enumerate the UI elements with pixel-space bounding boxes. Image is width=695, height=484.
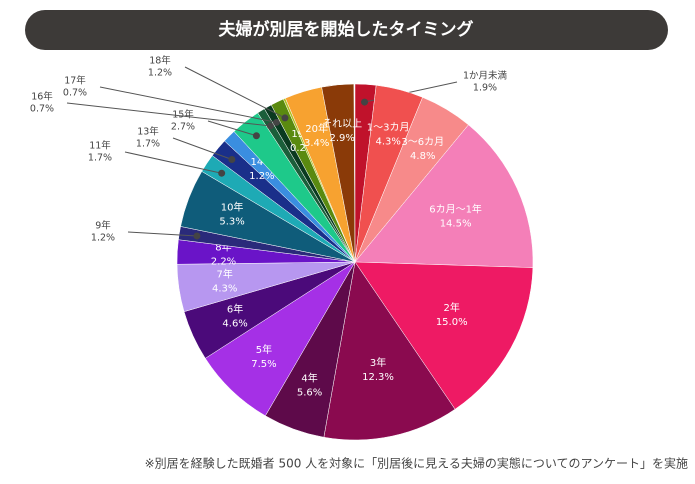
leader-dot	[281, 114, 289, 122]
chart-title: 夫婦が別居を開始したタイミング	[219, 19, 474, 40]
slice-label: 2年	[444, 301, 460, 314]
slice-label: 6カ月～1年	[429, 203, 482, 216]
value-label: 2.7%	[171, 122, 195, 133]
value-label: 12.3%	[362, 372, 394, 383]
value-label: 0.2%	[290, 143, 315, 154]
value-label: 1.2%	[148, 68, 172, 79]
pie-slice	[321, 83, 356, 263]
slice-label: 3年	[370, 356, 386, 369]
leader-line	[172, 137, 233, 160]
leader-dot	[361, 98, 369, 106]
value-label: 4.3%	[212, 283, 237, 294]
slice-label: 7年	[217, 267, 233, 280]
value-label: 4.6%	[222, 319, 247, 330]
slice-label: 10年	[221, 201, 244, 214]
value-label: 2.2%	[211, 257, 236, 268]
slice-label: 9年	[95, 220, 111, 232]
slice-label: 11年	[89, 140, 111, 152]
value-label: 1.9%	[473, 83, 497, 94]
leader-line	[207, 120, 257, 137]
pie-slice	[354, 261, 534, 410]
pie-slice	[323, 261, 456, 441]
leader-line	[124, 151, 222, 174]
value-label: 4.3%	[375, 137, 400, 148]
leader-dot	[218, 169, 226, 177]
slice-label: 4年	[301, 372, 317, 385]
slice-label: それ以上	[322, 118, 362, 130]
slice-label: 15年	[172, 109, 194, 121]
slice-label: 13年	[137, 126, 159, 138]
value-label: 5.6%	[297, 388, 322, 399]
slice-label: 3～6カ月	[401, 136, 444, 148]
leader-dot	[228, 155, 236, 163]
leader-dot	[252, 132, 260, 140]
slice-label: 5年	[256, 343, 272, 356]
leader-dot	[193, 232, 201, 240]
slice-label: 18年	[149, 55, 171, 67]
slice-label: 16年	[31, 91, 53, 103]
value-label: 5.3%	[219, 217, 244, 228]
value-label: 14.5%	[440, 219, 472, 230]
pie-slice	[354, 124, 534, 268]
leader-dot	[266, 122, 274, 130]
slice-label: 20年	[305, 122, 328, 135]
leader-dot	[273, 118, 281, 126]
footnote: ※別居を経験した既婚者 500 人を対象に「別居後に見える夫婦の実態についてのア…	[145, 456, 688, 471]
value-label: 1.2%	[91, 233, 115, 244]
slice-label: 17年	[64, 75, 86, 87]
value-label: 1.7%	[136, 139, 160, 150]
slice-label: 6年	[227, 303, 243, 316]
slice-label: 1～3カ月	[367, 122, 410, 134]
value-label: 0.7%	[63, 88, 87, 99]
leader-line	[127, 231, 197, 237]
value-label: 3.4%	[304, 138, 329, 149]
value-label: 1.2%	[249, 171, 274, 182]
leader-line	[184, 66, 286, 119]
value-label: 1.7%	[88, 153, 112, 164]
value-label: 0.7%	[30, 104, 54, 115]
leader-line	[66, 102, 271, 127]
value-label: 2.9%	[329, 133, 354, 144]
slice-label: 1か月未満	[463, 70, 508, 82]
leader-line	[99, 86, 277, 123]
value-label: 15.0%	[436, 317, 468, 328]
title-bar	[25, 10, 668, 50]
value-label: 7.5%	[251, 359, 276, 370]
value-label: 4.8%	[410, 151, 435, 162]
